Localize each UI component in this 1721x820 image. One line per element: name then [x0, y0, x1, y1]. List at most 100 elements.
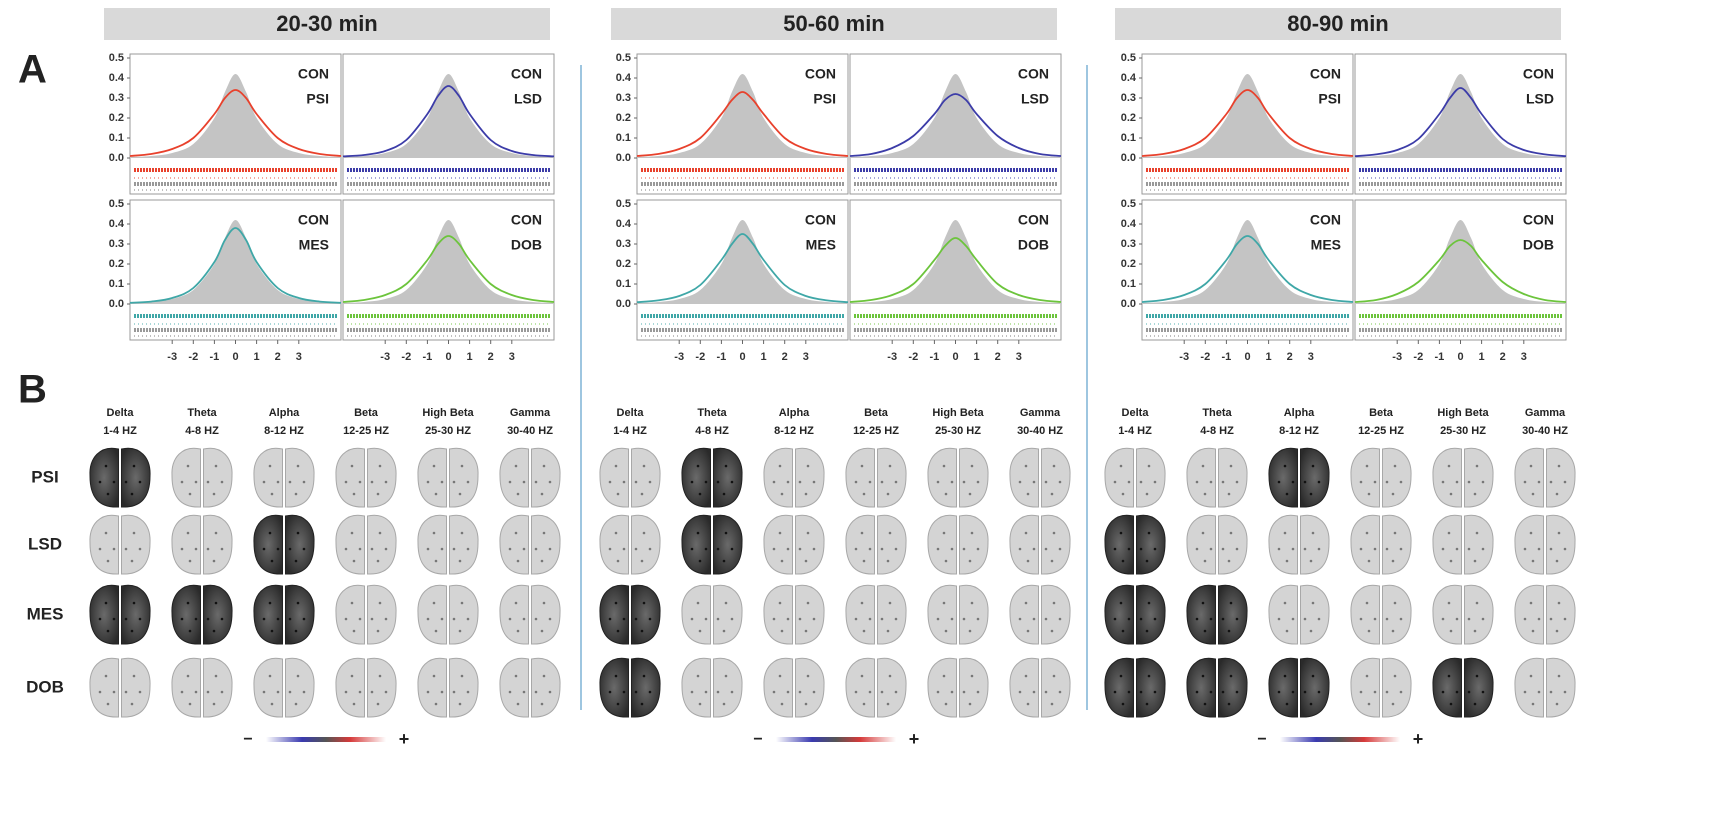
band-range: 8-12 HZ — [1279, 425, 1319, 437]
electrode — [699, 560, 702, 563]
electrode — [461, 532, 464, 535]
electrode — [1128, 618, 1131, 621]
x-tick-label: -3 — [1179, 351, 1189, 363]
electrode — [133, 602, 136, 605]
brain-hemisphere — [600, 515, 629, 574]
electrode — [131, 560, 134, 563]
electrode — [353, 493, 356, 496]
electrode — [1230, 602, 1233, 605]
electrode — [181, 548, 184, 551]
electrode — [1304, 548, 1307, 551]
electrode — [131, 493, 134, 496]
brain-hemisphere — [1042, 448, 1071, 507]
electrode — [1148, 675, 1151, 678]
electrode — [869, 618, 872, 621]
electrode — [543, 532, 546, 535]
electrode — [543, 465, 546, 468]
electrode — [895, 481, 898, 484]
y-tick-label: 0.1 — [616, 278, 631, 290]
electrode — [1019, 618, 1022, 621]
electrode — [781, 630, 784, 633]
electrode — [1228, 493, 1231, 496]
brain-hemisphere — [1219, 515, 1248, 574]
y-tick-label: 0.2 — [1121, 112, 1136, 124]
electrode — [887, 560, 890, 563]
brain-hemisphere — [1547, 658, 1576, 717]
electrode — [371, 691, 374, 694]
electrode — [1204, 630, 1207, 633]
x-tick-label: -3 — [167, 351, 177, 363]
electrode — [1450, 560, 1453, 563]
electrode — [385, 691, 388, 694]
x-tick-label: -3 — [674, 351, 684, 363]
electrode — [943, 532, 946, 535]
electrode — [441, 548, 444, 551]
electrode — [643, 465, 646, 468]
electrode — [125, 548, 128, 551]
electrode — [963, 691, 966, 694]
y-tick-label: 0.0 — [616, 152, 631, 164]
electrode — [1053, 602, 1056, 605]
legend-label: LSD — [514, 91, 542, 107]
electrode — [1120, 602, 1123, 605]
electrode — [617, 703, 620, 706]
brain-hemisphere — [1383, 658, 1412, 717]
electrode — [1278, 481, 1281, 484]
electrode — [377, 560, 380, 563]
electrode — [705, 481, 708, 484]
electrode — [1564, 548, 1567, 551]
y-tick-label: 0.0 — [109, 152, 124, 164]
electrode — [895, 691, 898, 694]
electrode — [441, 618, 444, 621]
y-tick-label: 0.0 — [1121, 298, 1136, 310]
electrode — [787, 481, 790, 484]
electrode — [691, 548, 694, 551]
colorbar-minus: − — [753, 731, 762, 748]
electrode — [1222, 618, 1225, 621]
legend-label: PSI — [813, 91, 836, 107]
electrode — [617, 630, 620, 633]
electrode — [1482, 548, 1485, 551]
electrode — [805, 630, 808, 633]
electrode — [1524, 618, 1527, 621]
electrode — [623, 618, 626, 621]
electrode — [1556, 630, 1559, 633]
colorbar-plus: + — [399, 729, 410, 749]
brain-hemisphere — [1105, 448, 1134, 507]
electrode — [1292, 691, 1295, 694]
electrode — [969, 630, 972, 633]
brain-hemisphere — [500, 585, 529, 644]
electrode — [541, 703, 544, 706]
legend-label: CON — [1310, 66, 1341, 82]
band-name: Gamma — [1525, 407, 1566, 419]
y-tick-label: 0.5 — [616, 52, 631, 64]
brain-hemisphere — [1042, 515, 1071, 574]
electrode — [1450, 703, 1453, 706]
electrode — [807, 465, 810, 468]
electrode — [1053, 675, 1056, 678]
brain-hemisphere — [878, 585, 907, 644]
electrode — [1222, 691, 1225, 694]
electrode — [99, 618, 102, 621]
electrode — [269, 675, 272, 678]
band-range: 25-30 HZ — [425, 425, 471, 437]
brain-hemisphere — [878, 515, 907, 574]
brain-hemisphere — [418, 658, 447, 717]
electrode — [1374, 691, 1377, 694]
electrode — [509, 618, 512, 621]
electrode — [125, 481, 128, 484]
electrode — [215, 602, 218, 605]
density-area — [850, 74, 1061, 158]
electrode — [467, 548, 470, 551]
brain-hemisphere — [532, 585, 561, 644]
band-name: Theta — [1202, 407, 1232, 419]
electrode — [1442, 618, 1445, 621]
electrode — [461, 675, 464, 678]
electrode — [1033, 691, 1036, 694]
brain-hemisphere — [254, 515, 283, 574]
electrode — [1148, 602, 1151, 605]
electrode — [1550, 691, 1553, 694]
brain-hemisphere — [368, 658, 397, 717]
electrode — [459, 630, 462, 633]
electrode — [1230, 532, 1233, 535]
